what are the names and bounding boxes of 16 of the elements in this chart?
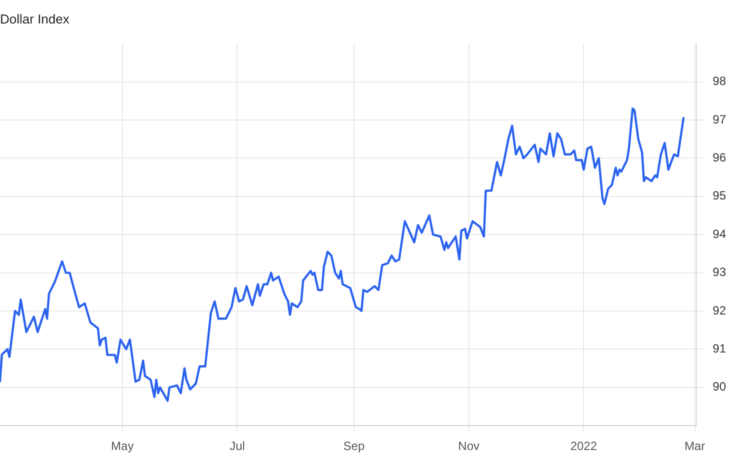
y-tick-label: 97 — [712, 112, 726, 126]
x-tick-label: Jul — [230, 439, 245, 454]
y-tick-label: 90 — [712, 380, 726, 394]
y-tick-label: 92 — [712, 303, 726, 318]
x-tick-label: 2022 — [570, 439, 598, 454]
y-tick-label: 94 — [712, 226, 726, 241]
y-tick-label: 91 — [712, 342, 726, 356]
y-tick-label: 93 — [712, 265, 726, 280]
x-tick-label: Nov — [458, 439, 480, 454]
y-tick-label: 95 — [712, 188, 726, 203]
y-tick-label: 98 — [712, 74, 726, 88]
y-tick-label: 96 — [712, 150, 726, 165]
x-tick-label: Mar — [684, 439, 706, 454]
chart-title: Dollar Index — [0, 11, 70, 26]
x-tick-label: May — [111, 439, 134, 454]
x-tick-label: Sep — [343, 439, 365, 454]
